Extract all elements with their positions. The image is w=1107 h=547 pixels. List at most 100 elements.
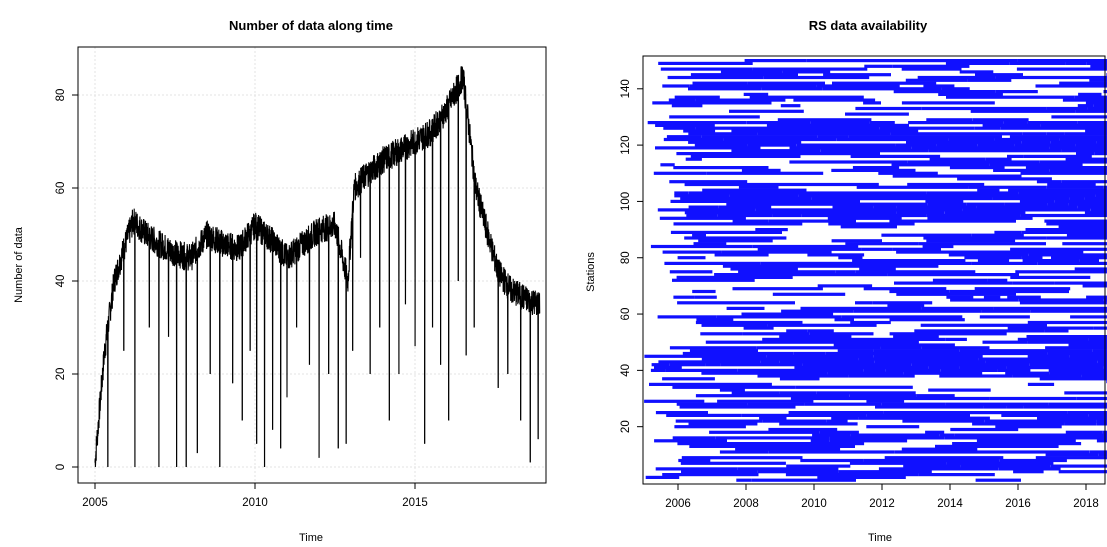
availability-segment [884,456,1004,460]
availability-segment [926,191,1019,195]
availability-segment [655,411,708,415]
availability-segment [1096,422,1107,426]
availability-segment [901,447,978,451]
availability-segment [756,346,881,350]
availability-segment [1025,166,1107,170]
availability-segment [837,349,874,353]
availability-segment [700,332,743,336]
availability-segment [674,191,689,195]
availability-segment [931,405,984,409]
availability-segment [731,129,846,133]
availability-segment [831,416,859,420]
availability-segment [946,295,974,299]
availability-segment [689,444,778,448]
right-plot-frame [642,55,1106,485]
availability-segment [766,354,874,358]
availability-segment [1007,326,1094,330]
availability-segment [663,137,724,142]
availability-segment [948,137,995,142]
availability-segment [689,84,817,88]
availability-segment [688,87,762,91]
availability-segment [796,143,896,147]
right-chart-title: RS data availability [809,18,928,33]
availability-segment [673,295,695,299]
availability-segment [989,163,1083,167]
availability-segment [858,416,990,420]
availability-segment [959,70,994,74]
x-tick-label: 2010 [801,498,827,510]
availability-segment [985,360,1098,364]
availability-segment [975,478,1021,482]
availability-segment [695,394,825,398]
availability-segment [722,264,835,268]
availability-segment [939,351,1048,356]
availability-segment [892,64,970,68]
availability-segment [747,81,825,85]
availability-segment [760,261,810,265]
availability-segment [772,292,846,296]
availability-segment [680,461,697,465]
availability-segment [889,318,965,322]
availability-segment [719,388,745,392]
availability-segment [835,270,856,274]
availability-segment [892,458,1000,463]
left-series-line [94,66,541,468]
availability-segment [793,351,808,356]
availability-segment [855,106,922,111]
availability-segment [779,377,820,381]
availability-segment [1078,92,1102,96]
availability-segment [1090,64,1107,68]
availability-segment [692,81,748,85]
availability-segment [741,312,834,316]
availability-segment [1017,59,1107,63]
availability-segment [726,306,765,310]
availability-segment [863,368,886,372]
availability-segment [677,256,706,260]
availability-segment [1031,349,1093,353]
availability-segment [836,137,949,142]
left-chart: Number of data along time 2005 2010 2015 0… [13,18,547,544]
availability-segment [651,363,670,367]
availability-segment [1037,416,1107,420]
availability-segment [1095,194,1107,198]
availability-segment [647,121,747,125]
availability-segment [701,371,785,375]
availability-segment [1077,205,1107,209]
y-tick-label: 80 [620,251,632,264]
availability-segment [1097,360,1107,364]
availability-segment [1012,281,1055,285]
availability-segment [891,194,999,198]
availability-segment [997,368,1031,372]
right-y-axis: 20 40 60 80 100 120 140 [620,79,643,433]
availability-segment [1067,411,1107,415]
availability-segment [816,391,916,395]
availability-segment [760,360,780,364]
availability-segment [892,247,941,251]
availability-segment [886,59,1018,63]
availability-segment [845,242,919,246]
availability-segment [1025,228,1107,232]
availability-segment [928,366,960,370]
availability-segment [896,197,993,201]
availability-segment [850,154,941,158]
availability-segment [1026,335,1107,339]
right-availability-marks [644,59,1107,482]
availability-segment [816,84,900,88]
availability-segment [654,439,727,443]
availability-segment [1085,101,1107,105]
availability-segment [767,126,880,130]
availability-segment [970,109,996,113]
availability-segment [1050,464,1107,468]
availability-segment [946,461,1054,465]
availability-segment [977,259,1010,263]
availability-segment [674,194,730,198]
availability-segment [768,219,856,223]
availability-segment [964,256,1022,260]
availability-segment [785,473,919,477]
availability-segment [1065,61,1087,65]
availability-segment [793,199,860,203]
availability-segment [906,140,929,144]
availability-segment [802,363,912,367]
availability-segment [740,357,859,361]
